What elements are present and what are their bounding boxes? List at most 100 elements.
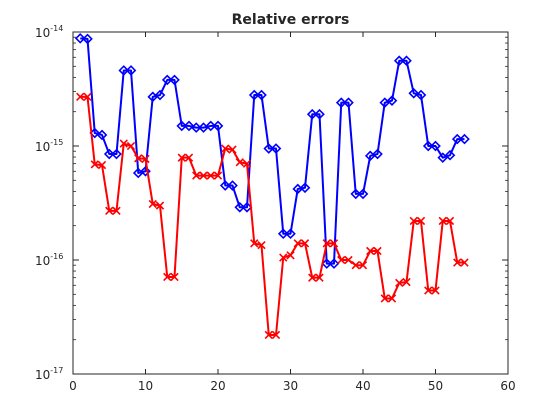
series-2-point [279, 253, 288, 262]
series-1-point [161, 74, 173, 86]
series-1-point [234, 201, 246, 213]
series-2-point [177, 153, 186, 162]
y-tick-label: 10-16 [35, 252, 63, 268]
series-1-point [125, 65, 137, 76]
series-1-point [256, 89, 267, 101]
series-2-point [257, 240, 266, 250]
y-tick-label: 10-17 [35, 366, 63, 382]
series-1-point [263, 143, 275, 154]
series-1-point [227, 180, 238, 191]
series-1-point [459, 133, 470, 145]
series-2-point [445, 216, 455, 226]
series-2-point [134, 154, 143, 163]
series-layer [74, 32, 470, 340]
series-1-point [154, 89, 166, 101]
series-1 [74, 32, 470, 269]
x-tick-label: 10 [138, 379, 153, 393]
series-2-point [351, 261, 360, 270]
series-2-point [438, 216, 447, 226]
series-2-point [460, 258, 469, 267]
tick-layer: 0 10 20 30 40 50 60 10-17 10-16 10-15 10-14 [35, 24, 516, 393]
series-2-point [373, 246, 382, 256]
series-2-point [228, 145, 237, 154]
series-2-point [163, 272, 172, 282]
x-tick-label: 0 [69, 379, 77, 393]
series-2-point [155, 201, 165, 210]
series-2-point [242, 159, 252, 168]
series-2-point [221, 144, 230, 153]
series-2-point [126, 141, 136, 151]
series-1-point [422, 140, 434, 152]
series-2-point [366, 246, 375, 256]
chart-title: Relative errors [232, 12, 350, 28]
series-2-point [431, 286, 440, 295]
series-2-point [416, 216, 426, 226]
series-2-point [315, 273, 324, 282]
series-2-point [358, 261, 368, 270]
series-1-point [314, 108, 325, 120]
series-1-point [408, 87, 420, 99]
series-2-point [250, 239, 259, 248]
series-2-point [192, 171, 201, 180]
series-1-point [96, 129, 108, 141]
series-1-point [74, 32, 86, 44]
series-1-point [372, 148, 383, 160]
series-2-point [424, 286, 433, 295]
series-1-point [118, 65, 130, 76]
plot-area [73, 32, 508, 374]
series-1-point [111, 148, 122, 160]
series-2-point [329, 239, 339, 248]
series-1-point [306, 108, 318, 120]
series-1-point [393, 55, 405, 67]
x-tick-label: 30 [283, 379, 298, 393]
series-2-point [402, 277, 411, 287]
series-1-point [190, 122, 202, 133]
series-1-point [386, 95, 398, 106]
series-2-point [199, 171, 208, 180]
series-1-point [401, 55, 412, 67]
series-1-point [299, 182, 311, 194]
series-2 [76, 92, 469, 340]
series-1-point [205, 120, 217, 132]
series-2-point [206, 171, 215, 180]
series-2-point [76, 92, 85, 101]
series-1-point [248, 89, 260, 101]
series-1-point [444, 149, 456, 161]
series-1-point [328, 258, 340, 269]
x-tick-label: 50 [428, 379, 443, 393]
series-2-point [235, 158, 244, 167]
series-2-point [119, 139, 128, 148]
series-1-point [183, 120, 195, 132]
series-1-point [415, 89, 427, 101]
series-2-point [141, 154, 150, 164]
series-1-point [285, 228, 296, 240]
series-1-point [451, 133, 463, 145]
series-2-point [170, 272, 179, 282]
series-2-point [322, 239, 331, 248]
series-1-point [357, 188, 369, 200]
x-tick-label: 60 [500, 379, 515, 393]
series-2-point [112, 206, 121, 215]
series-1-point [350, 188, 362, 200]
series-1-point [103, 148, 115, 160]
series-2-point [286, 251, 295, 260]
series-1-point [277, 228, 289, 240]
series-1-point [82, 33, 93, 45]
series-1-point [140, 165, 151, 177]
series-1-point [241, 201, 253, 213]
series-2-point [300, 239, 310, 248]
series-2-point [409, 216, 418, 226]
series-2-point [184, 153, 194, 162]
series-1-point [212, 120, 224, 132]
series-2-point [271, 330, 281, 340]
series-2-point [293, 239, 302, 248]
series-1-point [176, 120, 188, 132]
series-1-point [437, 152, 449, 164]
series-2-point [344, 255, 353, 265]
series-1-point [430, 140, 441, 152]
series-2-point [213, 171, 223, 180]
series-2-point [337, 255, 346, 265]
series-1-point [270, 143, 282, 154]
y-tick-label: 10-15 [35, 138, 63, 154]
